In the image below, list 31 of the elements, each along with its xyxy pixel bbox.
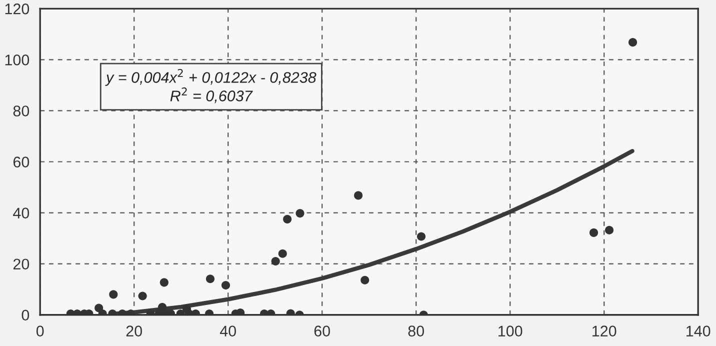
x-tick-label: 140 [686, 326, 710, 336]
point [138, 292, 147, 300]
y-tick-label: 120 [5, 4, 30, 14]
y-tick-label: 100 [5, 54, 30, 66]
annotation: R$^{2}$ = 0,6037 [170, 87, 253, 104]
x-tick-label: 20 [126, 326, 142, 336]
point [278, 249, 287, 258]
point [160, 278, 168, 287]
x-tick-label: 40 [220, 326, 236, 336]
y-tick-label: 0 [22, 310, 30, 321]
point [360, 276, 370, 284]
y-tick-label: 40 [13, 208, 30, 218]
y-tick-label: 20 [13, 258, 30, 270]
point [416, 232, 426, 241]
point [604, 226, 614, 234]
point [283, 214, 292, 224]
x-tick-label: 80 [408, 326, 424, 336]
point [109, 290, 118, 299]
point [206, 274, 215, 284]
x-tick-label: 120 [592, 326, 616, 336]
y-tick-label: 60 [13, 156, 30, 168]
x-tick-label: 0 [36, 326, 44, 336]
point [271, 256, 280, 266]
x-tick-label: 60 [314, 326, 330, 336]
x-tick-label: 100 [498, 326, 522, 336]
point [221, 280, 230, 290]
point [296, 209, 304, 218]
point [589, 228, 598, 237]
y-tick-label: 80 [13, 106, 30, 116]
point [354, 191, 363, 200]
annotation: y = 0,004x$^{2}$ + 0,0122x - 0,8238 [105, 68, 316, 86]
